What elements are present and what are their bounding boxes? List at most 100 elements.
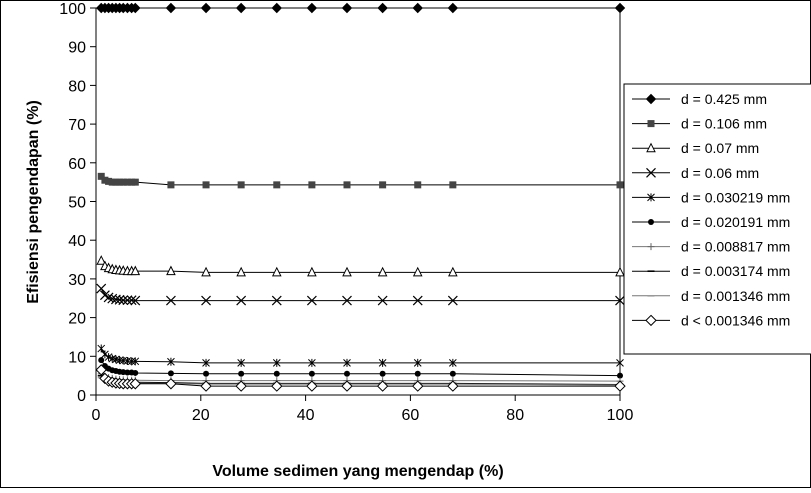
data-point <box>447 380 459 392</box>
data-point <box>308 181 316 189</box>
data-point <box>307 266 317 277</box>
y-tick-label: 90 <box>68 40 86 57</box>
legend-label: d = 0.106 mm <box>681 116 767 132</box>
legend-label: d = 0.003174 mm <box>681 263 790 279</box>
data-point <box>341 2 353 14</box>
data-point <box>118 295 129 306</box>
data-point <box>616 358 624 367</box>
data-point <box>306 380 318 392</box>
y-tick-label: 50 <box>68 195 86 212</box>
data-point <box>165 378 177 390</box>
data-point <box>376 380 389 392</box>
data-point <box>647 243 655 251</box>
data-point <box>122 295 133 306</box>
y-tick-label: 20 <box>68 311 86 328</box>
x-tick-label: 20 <box>192 407 210 424</box>
legend-label: d = 0.001346 mm <box>681 288 790 304</box>
data-point <box>237 358 246 367</box>
data-point <box>377 295 388 306</box>
data-point <box>130 295 141 306</box>
data-point <box>616 181 624 189</box>
legend-item: d = 0.425 mm <box>632 91 767 107</box>
data-point <box>448 266 458 277</box>
y-tick-label: 0 <box>77 388 86 405</box>
data-point <box>617 372 623 379</box>
y-tick-label: 100 <box>59 1 86 18</box>
data-point <box>103 292 114 303</box>
legend-label: d = 0.030219 mm <box>681 189 790 205</box>
legend-label: d = 0.020191 mm <box>681 214 790 230</box>
data-point <box>131 357 140 366</box>
series <box>97 344 624 367</box>
data-point <box>165 2 177 14</box>
data-point <box>447 295 458 306</box>
data-point <box>200 380 212 392</box>
series <box>96 2 626 14</box>
data-point <box>412 2 423 14</box>
data-point <box>130 2 141 14</box>
data-point <box>271 295 282 306</box>
data-point <box>648 219 654 225</box>
data-point <box>647 120 655 128</box>
data-point <box>341 380 353 392</box>
data-point <box>306 2 318 14</box>
y-tick-label: 80 <box>68 78 86 95</box>
legend-item: d = 0.001346 mm <box>632 288 790 304</box>
data-point <box>132 369 139 376</box>
data-point <box>97 172 105 180</box>
data-point <box>272 358 281 367</box>
data-point <box>448 358 457 367</box>
legend-item: d = 0.020191 mm <box>632 214 790 230</box>
data-point <box>342 295 352 306</box>
data-point <box>273 370 280 377</box>
y-axis-title: Efisiensi pengendapan (%) <box>25 100 42 304</box>
data-point <box>127 357 136 366</box>
y-tick-label: 70 <box>68 117 86 134</box>
legend-label: d = 0.07 mm <box>681 140 759 156</box>
data-point <box>130 265 141 276</box>
legend-item: d = 0.106 mm <box>632 116 767 132</box>
data-point <box>95 364 107 376</box>
legend-label: d = 0.008817 mm <box>681 239 790 255</box>
data-point <box>449 370 456 377</box>
legend-item: d = 0.07 mm <box>632 140 759 156</box>
data-point <box>124 369 131 376</box>
y-axis: 0 10 20 30 40 50 60 70 80 90 100 <box>59 1 96 405</box>
data-point <box>412 380 424 392</box>
legend-label: d < 0.001346 mm <box>681 312 790 328</box>
legend-box <box>623 83 811 355</box>
data-point <box>412 266 423 277</box>
data-point <box>646 142 656 153</box>
x-tick-label: 60 <box>402 407 420 424</box>
data-point <box>202 358 210 367</box>
series <box>96 255 625 277</box>
data-point <box>614 2 626 14</box>
data-point <box>273 181 281 189</box>
data-point <box>271 380 283 392</box>
data-point <box>447 2 459 14</box>
x-axis: 0 20 40 60 80 100 <box>92 395 633 424</box>
data-point <box>412 295 423 306</box>
data-point <box>236 266 246 277</box>
data-point <box>237 181 245 189</box>
data-point <box>96 283 107 294</box>
data-point <box>614 380 626 392</box>
data-point <box>306 295 317 306</box>
data-point <box>203 370 210 377</box>
data-point <box>201 295 211 306</box>
y-tick-label: 40 <box>68 233 86 250</box>
data-point <box>235 380 247 392</box>
data-point <box>126 295 137 306</box>
legend: d = 0.425 mm d = 0.106 mm d = 0.07 mm d = 0… <box>623 83 811 355</box>
data-point <box>308 370 315 377</box>
series <box>95 364 626 392</box>
legend-item: d = 0.003174 mm <box>632 263 790 279</box>
data-point <box>342 266 352 277</box>
data-point <box>343 181 351 189</box>
x-tick-label: 40 <box>297 407 315 424</box>
legend-label: d = 0.06 mm <box>681 165 759 181</box>
legend-item: d < 0.001346 mm <box>632 312 790 328</box>
data-point <box>131 178 139 186</box>
series-layer <box>95 2 626 392</box>
data-point <box>647 193 655 202</box>
